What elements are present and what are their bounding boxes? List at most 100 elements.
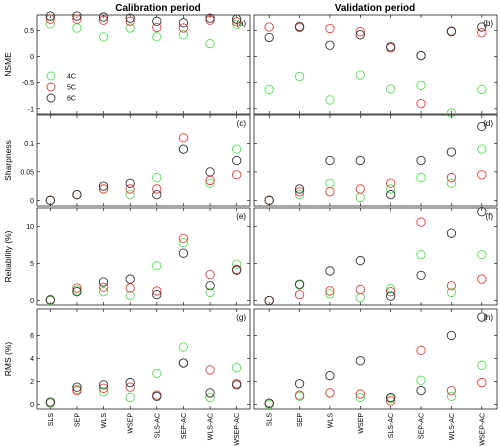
marker-4c xyxy=(386,284,396,294)
marker-6c xyxy=(477,121,487,132)
marker-6c xyxy=(152,289,162,300)
marker-6c xyxy=(446,330,457,341)
marker-5c xyxy=(264,22,274,32)
marker-4c xyxy=(446,287,457,298)
marker-6c xyxy=(45,11,55,21)
marker-5c xyxy=(205,269,215,280)
panel-grid: -1 -0.5 0 0.5 NSME (a) 4C 5C 6C (b) 0 0.05 0.1 Sharpn… xyxy=(3,11,498,446)
x-tick-label: SEP-AC xyxy=(181,413,188,439)
marker-4c xyxy=(294,280,305,290)
marker-5c xyxy=(386,178,396,188)
panel-frame xyxy=(36,14,251,115)
marker-6c xyxy=(72,287,82,297)
legend-label: 6C xyxy=(67,96,76,103)
panel-c: 0 0.05 0.1 Sharpness (c) xyxy=(3,114,251,207)
y-tick-label: 5 xyxy=(30,261,34,268)
marker-5c xyxy=(98,15,109,25)
marker-5c xyxy=(125,184,135,194)
y-tick-label: 4 xyxy=(30,356,34,363)
marker-6c xyxy=(72,11,82,21)
marker-4c xyxy=(98,387,109,397)
y-axis-label: Reliability (%) xyxy=(3,230,13,282)
marker-4c xyxy=(416,249,426,260)
marker-6c xyxy=(98,181,109,191)
marker-5c xyxy=(178,233,189,244)
marker-6c xyxy=(416,155,426,166)
marker-5c xyxy=(98,184,109,194)
marker-6c xyxy=(446,228,457,238)
marker-5c xyxy=(355,184,365,194)
marker-6c xyxy=(294,184,305,194)
x-tick-label: SLS-AC xyxy=(154,413,161,438)
marker-4c xyxy=(178,238,189,248)
y-tick-label: 0.5 xyxy=(24,28,34,35)
marker-4c xyxy=(416,375,426,385)
x-tick-label: SEP xyxy=(74,413,81,427)
marker-6c xyxy=(232,155,242,166)
marker-6c xyxy=(178,144,189,154)
marker-4c xyxy=(477,144,487,154)
marker-4c xyxy=(205,178,215,188)
marker-6c xyxy=(264,295,274,306)
marker-6c xyxy=(98,380,109,390)
panel-frame xyxy=(253,207,498,306)
marker-4c xyxy=(205,39,215,49)
panel-letter: (b) xyxy=(483,19,493,28)
marker-4c xyxy=(446,391,457,402)
marker-5c xyxy=(98,282,109,292)
legend-label: 5C xyxy=(67,85,76,92)
marker-6c xyxy=(355,155,365,166)
y-tick-label: 0.1 xyxy=(24,141,34,148)
marker-5c xyxy=(294,390,305,400)
panel-letter: (h) xyxy=(483,313,493,322)
marker-6c xyxy=(325,266,335,276)
marker-6c xyxy=(325,155,335,166)
marker-4c xyxy=(232,19,242,30)
marker-5c xyxy=(477,28,487,38)
marker-4c xyxy=(477,84,487,95)
marker-5c xyxy=(125,382,135,392)
marker-5c xyxy=(446,172,457,183)
panel-frame xyxy=(253,14,498,115)
marker-6c xyxy=(152,16,162,26)
marker-6c xyxy=(446,26,457,36)
y-tick-label: -0.5 xyxy=(22,80,34,87)
marker-5c xyxy=(325,23,335,34)
x-tick-label: WLS-AC xyxy=(208,413,215,440)
x-tick-label: SLS-AC xyxy=(388,413,395,438)
legend-marker xyxy=(46,71,56,81)
marker-6c xyxy=(178,358,189,368)
panel-letter: (g) xyxy=(236,313,246,322)
marker-6c xyxy=(386,291,396,301)
marker-4c xyxy=(178,342,189,352)
marker-6c xyxy=(386,42,396,52)
marker-4c xyxy=(125,189,135,200)
marker-5c xyxy=(125,283,135,293)
x-tick-label: SLS xyxy=(48,413,55,427)
marker-5c xyxy=(232,17,242,27)
marker-5c xyxy=(477,170,487,180)
legend-marker xyxy=(46,93,56,103)
marker-4c xyxy=(205,287,215,298)
marker-6c xyxy=(125,377,135,388)
panel-e: 0 5 10 Reliability (%) (e) xyxy=(3,207,251,306)
marker-5c xyxy=(416,217,426,227)
marker-5c xyxy=(232,264,242,275)
panel-letter: (d) xyxy=(483,119,493,128)
marker-5c xyxy=(294,187,305,197)
marker-6c xyxy=(232,380,242,390)
panel-frame xyxy=(36,207,251,306)
marker-6c xyxy=(355,356,365,366)
marker-6c xyxy=(325,40,335,50)
marker-4c xyxy=(325,178,335,188)
panel-frame xyxy=(36,114,251,207)
marker-4c xyxy=(205,392,215,403)
marker-6c xyxy=(416,385,426,396)
marker-6c xyxy=(98,12,109,22)
marker-6c xyxy=(232,14,242,24)
x-tick-label: WLS-AC xyxy=(449,413,456,440)
marker-5c xyxy=(152,286,162,296)
marker-6c xyxy=(264,32,274,43)
y-tick-label: 0 xyxy=(30,54,34,61)
marker-5c xyxy=(205,15,215,25)
